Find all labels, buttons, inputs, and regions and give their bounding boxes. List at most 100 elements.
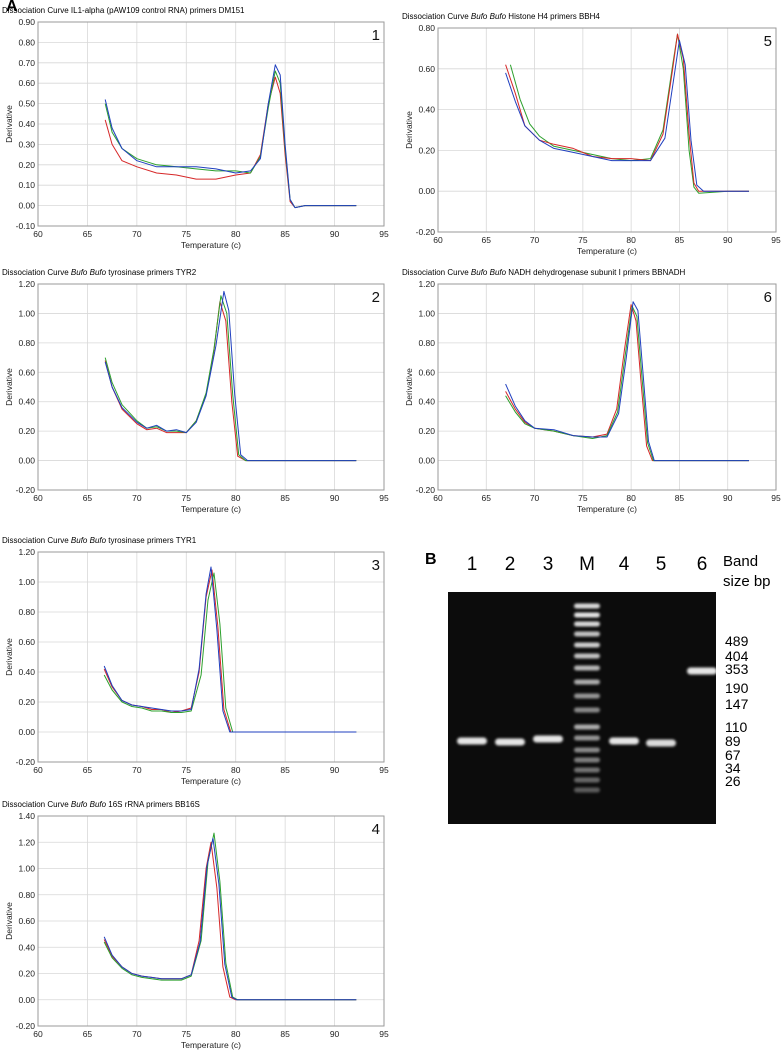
x-tick-label: 70 xyxy=(530,493,540,503)
gel-ladder-band xyxy=(574,693,600,699)
x-tick-label: 70 xyxy=(132,765,142,775)
y-tick-label: 1.00 xyxy=(18,308,35,318)
gel-size-label: 147 xyxy=(725,696,749,712)
plot-border xyxy=(37,283,385,491)
x-tick-label: 80 xyxy=(626,493,636,503)
y-tick-label: 0.10 xyxy=(18,180,35,190)
plot-frame xyxy=(37,283,385,491)
gel-size-label: 67 xyxy=(725,747,741,763)
gel-ladder-band xyxy=(574,612,600,618)
x-tick-label: 90 xyxy=(330,493,340,503)
y-tick-label: -0.20 xyxy=(16,1021,36,1031)
chart-title: Dissociation Curve IL1-alpha (pAW109 con… xyxy=(2,6,244,15)
gel-ladder-band xyxy=(574,621,600,627)
gel-size-label: 404 xyxy=(725,648,749,664)
x-tick-label: 85 xyxy=(280,1029,290,1039)
y-tick-label: 0.40 xyxy=(18,667,35,677)
x-tick-label: 90 xyxy=(330,765,340,775)
y-tick-label: 0.80 xyxy=(18,37,35,47)
x-axis-title: Temperature (c) xyxy=(181,1040,241,1050)
chart-title: Dissociation Curve Bufo Bufo Histone H4 … xyxy=(402,12,600,21)
x-axis-title: Temperature (c) xyxy=(577,504,637,514)
gel-ladder-band xyxy=(574,679,600,685)
melt-curve-series-3 xyxy=(505,301,749,462)
y-tick-label: 0.00 xyxy=(18,201,35,211)
melt-curve-series-2 xyxy=(103,572,357,733)
x-axis-title: Temperature (c) xyxy=(181,504,241,514)
gel-band-lane-6 xyxy=(687,667,716,675)
band-size-heading: Band size bp xyxy=(723,554,771,590)
y-tick-label: 0.60 xyxy=(18,637,35,647)
y-tick-label: 0.80 xyxy=(18,890,35,900)
plot-border xyxy=(437,283,777,491)
melt-curve-series-1 xyxy=(509,33,749,194)
y-tick-label: -0.20 xyxy=(416,227,436,237)
x-tick-label: 70 xyxy=(132,1029,142,1039)
y-tick-label: 0.60 xyxy=(18,78,35,88)
x-tick-label: 85 xyxy=(675,493,685,503)
y-tick-label: 0.80 xyxy=(18,338,35,348)
x-tick-label: 75 xyxy=(182,765,192,775)
plot-border xyxy=(37,815,385,1027)
y-tick-label: -0.20 xyxy=(416,485,436,495)
y-tick-label: 1.00 xyxy=(18,864,35,874)
y-tick-label: 0.80 xyxy=(418,23,435,33)
y-axis-title: Derivative xyxy=(404,368,414,406)
x-tick-label: 75 xyxy=(182,229,192,239)
plot-border xyxy=(37,21,385,227)
chart-6-nadh-dehydrogenase: Dissociation Curve Bufo Bufo NADH dehydr… xyxy=(402,268,784,520)
chart-number: 1 xyxy=(372,27,380,44)
gel-size-label: 353 xyxy=(725,661,749,677)
melt-curve-series-3 xyxy=(103,566,357,733)
y-axis-title: Derivative xyxy=(4,638,14,676)
gel-ladder-band xyxy=(574,724,600,730)
gel-ladder-band xyxy=(574,757,600,763)
x-axis-title: Temperature (c) xyxy=(181,240,241,250)
chart-svg: -0.20 0.00 0.20 0.40 0.60 0.80 1.00 1.20 60 65 70 7… xyxy=(4,547,389,786)
chart-title-part: Bufo Bufo xyxy=(470,268,507,277)
gel-image xyxy=(448,592,716,824)
x-tick-label: 80 xyxy=(231,229,241,239)
y-tick-label: -0.10 xyxy=(16,221,36,231)
gel-ladder-band xyxy=(574,707,600,713)
x-tick-label: 65 xyxy=(83,229,93,239)
y-tick-label: 0.80 xyxy=(18,607,35,617)
y-tick-label: 0.60 xyxy=(418,64,435,74)
x-tick-label: 95 xyxy=(771,235,781,245)
chart-svg: -0.10 0.00 0.10 0.20 0.30 0.40 0.50 0.60 0.70 0.8… xyxy=(4,17,389,250)
x-tick-label: 80 xyxy=(231,765,241,775)
chart-title: Dissociation Curve Bufo Bufo tyrosinase … xyxy=(2,268,196,277)
y-axis-title: Derivative xyxy=(4,902,14,940)
gel-lane-label: 6 xyxy=(696,554,708,575)
chart-number: 6 xyxy=(764,289,772,306)
x-tick-label: 60 xyxy=(33,765,43,775)
y-tick-label: 1.20 xyxy=(18,279,35,289)
plot-frame xyxy=(37,551,385,763)
chart-title-part: Histone H4 primers BBH4 xyxy=(506,12,600,21)
gel-ladder-band xyxy=(574,665,600,671)
gel-lane-label: 2 xyxy=(504,554,516,575)
chart-2-tyrosinase-tyr2: Dissociation Curve Bufo Bufo tyrosinase … xyxy=(2,268,392,520)
y-tick-label: 0.60 xyxy=(18,367,35,377)
y-axis-title: Derivative xyxy=(404,111,414,149)
chart-title-part: 16S rRNA primers BB16S xyxy=(106,800,200,809)
gel-lane-label: M xyxy=(579,554,595,575)
x-tick-label: 65 xyxy=(482,235,492,245)
gel-size-label: 89 xyxy=(725,733,741,749)
band-size-line2: size bp xyxy=(723,573,771,590)
x-tick-label: 65 xyxy=(482,493,492,503)
melt-curve-series-3 xyxy=(505,39,749,192)
plot-frame xyxy=(437,27,777,233)
plot-border xyxy=(437,27,777,233)
melt-curve-series-3 xyxy=(104,64,357,209)
x-tick-label: 60 xyxy=(33,493,43,503)
chart-title-part: Dissociation Curve IL1-alpha (pAW109 con… xyxy=(2,6,245,15)
x-tick-label: 90 xyxy=(723,235,733,245)
x-tick-label: 60 xyxy=(433,235,443,245)
y-tick-label: 0.60 xyxy=(418,367,435,377)
y-tick-label: 0.20 xyxy=(18,160,35,170)
x-tick-label: 90 xyxy=(330,229,340,239)
gel-size-label: 489 xyxy=(725,633,749,649)
x-tick-label: 85 xyxy=(675,235,685,245)
chart-number: 3 xyxy=(372,557,380,574)
